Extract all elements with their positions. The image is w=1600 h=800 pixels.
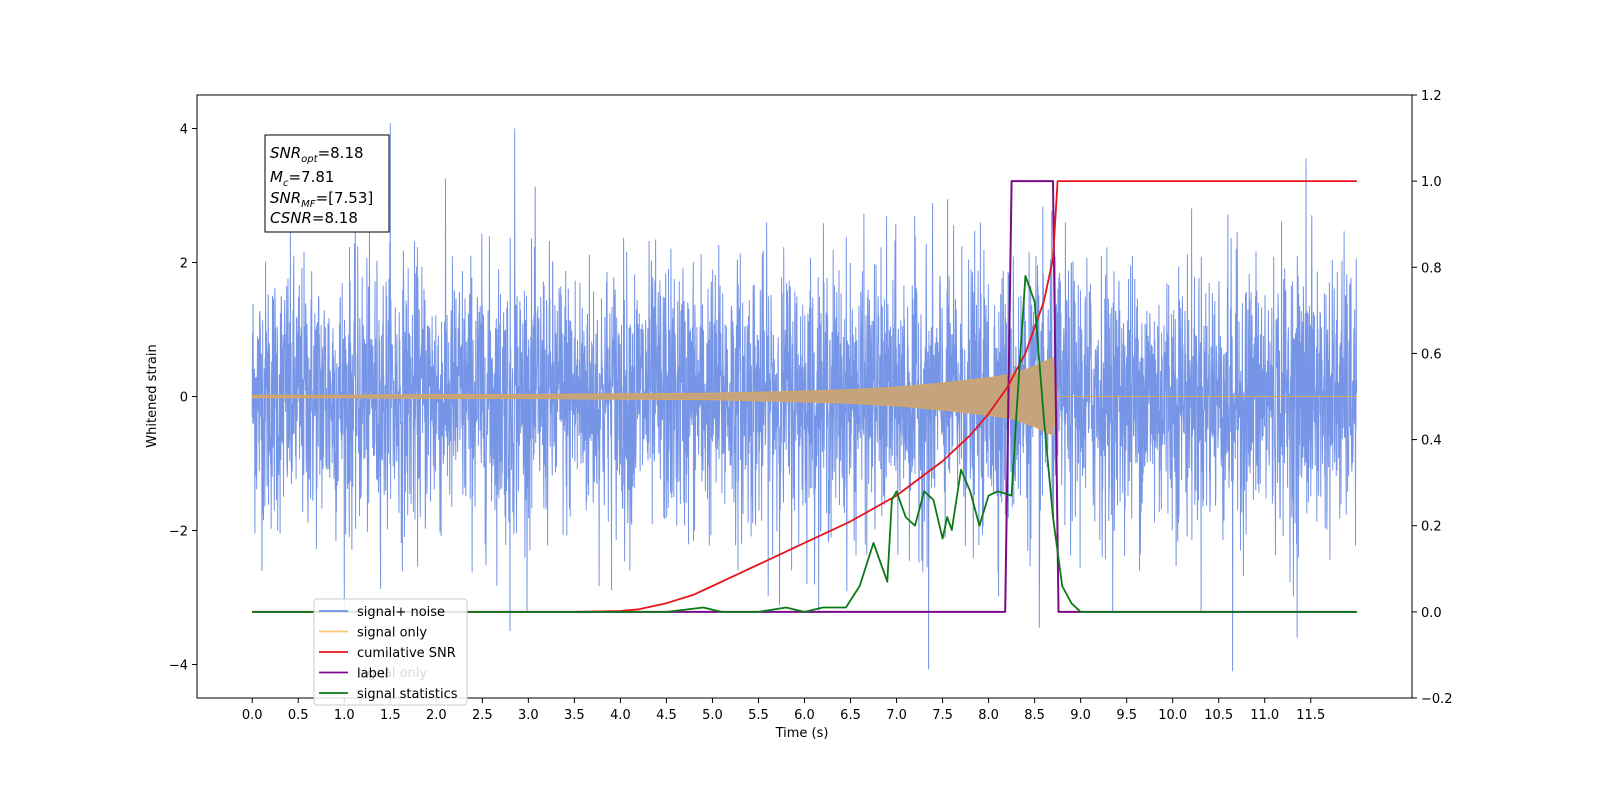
x-tick-label: 5.5 — [748, 708, 769, 723]
series-signal-only — [251, 356, 1357, 437]
annotation-snr-opt: SNRopt=8.18 — [270, 144, 364, 165]
x-tick-label: 7.5 — [932, 708, 953, 723]
annotation-box: SNRopt=8.18 Mc=7.81 SNRMF=[7.53] CSNR=8.… — [264, 134, 390, 233]
x-tick-label: 6.0 — [794, 708, 815, 723]
legend-items: signal+ noise signal only cumilative SNR la… — [319, 605, 458, 702]
x-tick-label: 7.0 — [886, 708, 907, 723]
x-tick-label: 9.5 — [1116, 708, 1137, 723]
y-tick-label: −4 — [169, 659, 188, 674]
x-tick-label: 5.0 — [702, 708, 723, 723]
y2-tick-label: 0.8 — [1421, 261, 1442, 276]
annotation-csnr: CSNR=8.18 — [270, 209, 358, 227]
x-tick-label: 11.0 — [1250, 708, 1279, 723]
y-tick-label: 4 — [180, 123, 188, 138]
x-tick-label: 10.0 — [1158, 708, 1187, 723]
x-tick-label: 6.5 — [840, 708, 861, 723]
x-axis-title: Time (s) — [775, 726, 829, 741]
y-axis-title: Whitened strain — [145, 344, 160, 447]
x-tick-label: 11.5 — [1296, 708, 1325, 723]
series-cumulative-snr — [252, 180, 1357, 613]
legend-label: cumilative SNR — [357, 646, 456, 661]
x-tick-label: 1.0 — [334, 708, 355, 723]
y2-tick-label: 1.2 — [1421, 89, 1442, 104]
y-tick-label: −2 — [169, 525, 188, 540]
y2-tick-label: −0.2 — [1421, 692, 1453, 707]
legend-label: signal+ noise — [357, 605, 445, 620]
series-signal-plus-noise — [251, 123, 1358, 672]
x-tick-label: 9.0 — [1070, 708, 1091, 723]
legend-label: signal only — [357, 626, 427, 641]
y2-tick-label: 0.0 — [1421, 606, 1442, 621]
legend-ghost-text: signal only — [357, 666, 427, 681]
y2-tick-label: 0.2 — [1421, 520, 1442, 535]
x-tick-label: 2.0 — [426, 708, 447, 723]
y-tick-label: 2 — [180, 257, 188, 272]
series-layer — [251, 123, 1358, 672]
x-tick-label: 4.0 — [610, 708, 631, 723]
x-tick-label: 10.5 — [1204, 708, 1233, 723]
x-tick-label: 0.0 — [242, 708, 263, 723]
y-tick-label: 0 — [180, 391, 188, 406]
axes-layer: 0.0 0.5 1.0 1.5 2.0 2.5 3.0 3.5 4.0 4.5 5.0 5.5 6.0 6… — [169, 89, 1453, 723]
x-tick-label: 3.0 — [518, 708, 539, 723]
legend-frame — [313, 598, 468, 706]
x-tick-label: 8.5 — [1024, 708, 1045, 723]
y2-tick-label: 0.6 — [1421, 347, 1442, 362]
annotation-snr-mf: SNRMF=[7.53] — [270, 189, 373, 210]
x-tick-label: 0.5 — [288, 708, 309, 723]
x-tick-label: 3.5 — [564, 708, 585, 723]
x-tick-label: 1.5 — [380, 708, 401, 723]
x-tick-label: 2.5 — [472, 708, 493, 723]
legend-label: signal statistics — [357, 687, 458, 702]
annotation-mc: Mc=7.81 — [270, 168, 334, 189]
x-tick-label: 4.5 — [656, 708, 677, 723]
x-tick-label: 8.0 — [978, 708, 999, 723]
y2-tick-label: 1.0 — [1421, 175, 1442, 190]
series-signal-statistics — [252, 275, 1357, 613]
y2-tick-label: 0.4 — [1421, 434, 1442, 449]
legend-label: label — [357, 667, 388, 682]
legend: signal only signal+ noise signal only cumi… — [313, 598, 468, 706]
